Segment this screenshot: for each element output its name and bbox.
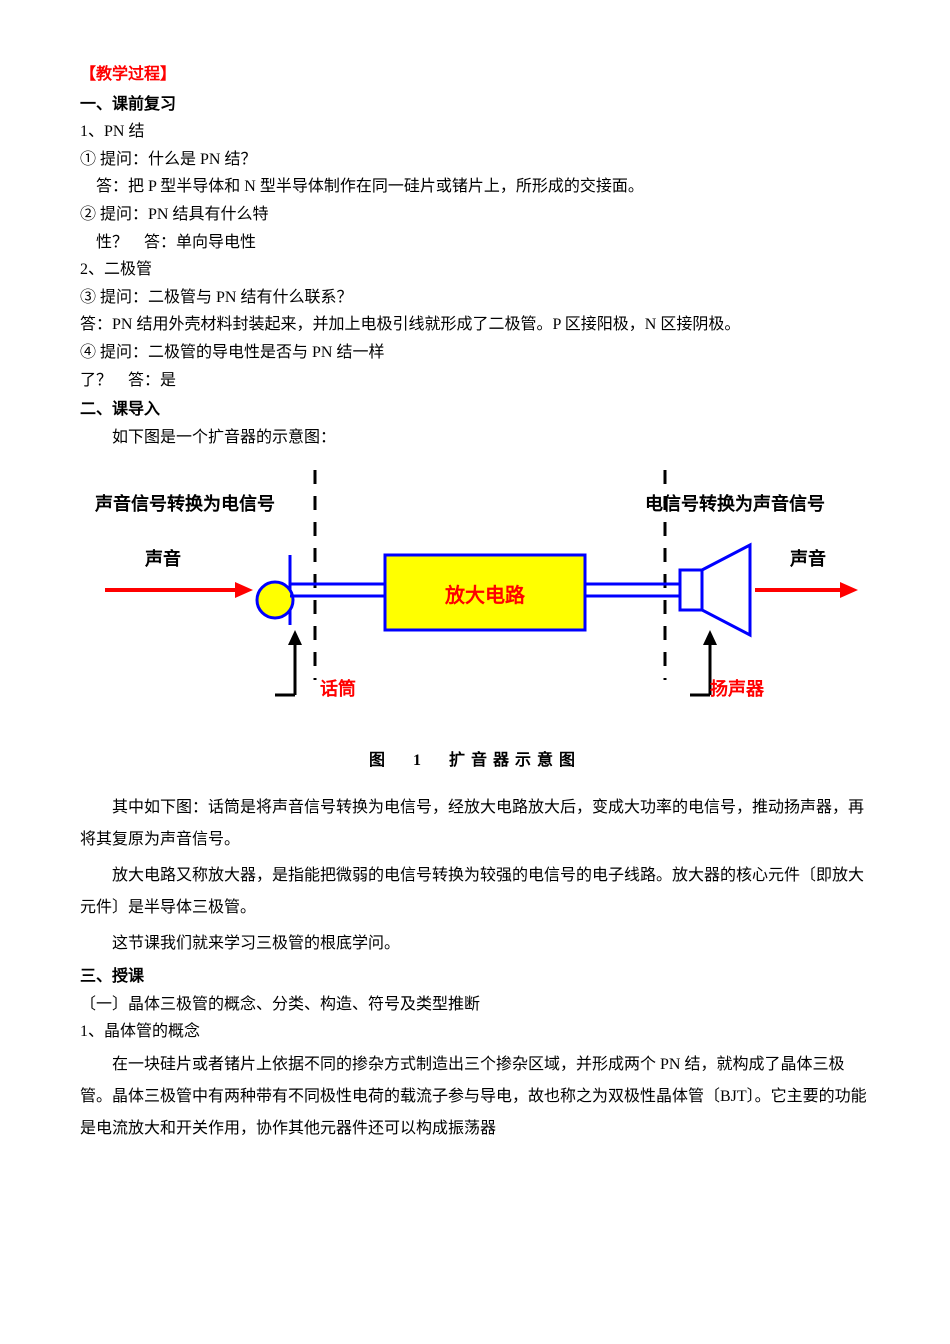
amp-box-label: 放大电路 — [444, 583, 526, 607]
speaker-body — [680, 570, 702, 610]
mic-circle — [257, 582, 293, 618]
item-pn: 1、PN 结 — [80, 119, 870, 145]
q1: ① 提问：什么是 PN 结？ — [80, 147, 870, 173]
q4-line2: 了？ 答：是 — [80, 368, 870, 394]
para1: 其中如下图：话筒是将声音信号转换为电信号，经放大电路放大后，变成大功率的电信号，… — [80, 792, 870, 856]
right-header: 电信号转换为声音信号 — [645, 493, 825, 514]
speaker-label: 扬声器 — [710, 678, 765, 699]
mic-pointer-head — [288, 630, 302, 645]
section2-title: 二、课导入 — [80, 397, 870, 423]
heading-process: 【教学过程】 — [80, 62, 870, 88]
q2-line2: 性？ 答：单向导电性 — [80, 230, 870, 256]
speaker-cone — [702, 545, 750, 635]
a3: 答：PN 结用外壳材料封装起来，并加上电极引线就形成了二极管。P 区接阳极，N … — [80, 312, 870, 338]
q2-line1: ② 提问：PN 结具有什么特 — [80, 202, 870, 228]
q3: ③ 提问：二极管与 PN 结有什么联系？ — [80, 285, 870, 311]
sound-right-label: 声音 — [789, 548, 826, 569]
spk-pointer-head — [703, 630, 717, 645]
figure-caption: 图 1 扩音器示意图 — [80, 748, 870, 774]
sound-left-label: 声音 — [144, 548, 181, 569]
section2-intro: 如下图是一个扩音器的示意图： — [80, 425, 870, 451]
a1: 答：把 P 型半导体和 N 型半导体制作在同一硅片或锗片上，所形成的交接面。 — [80, 174, 870, 200]
diagram-svg: 声音信号转换为电信号 电信号转换为声音信号 声音 放大电路 声音 话筒 扬声器 — [85, 460, 865, 740]
section3-item1: 1、晶体管的概念 — [80, 1019, 870, 1045]
section3-p1: 在一块硅片或者锗片上依据不同的掺杂方式制造出三个掺杂区域，并形成两个 PN 结，… — [80, 1049, 870, 1145]
item-diode: 2、二极管 — [80, 257, 870, 283]
q4-line1: ④ 提问：二极管的导电性是否与 PN 结一样 — [80, 340, 870, 366]
mic-label: 话筒 — [320, 678, 356, 699]
section3-title: 三、授课 — [80, 964, 870, 990]
arrow-left-head — [235, 582, 253, 598]
left-header: 声音信号转换为电信号 — [94, 493, 275, 514]
para2: 放大电路又称放大器，是指能把微弱的电信号转换为较强的电信号的电子线路。放大器的核… — [80, 860, 870, 924]
section3-sub1: 〔一〕晶体三极管的概念、分类、构造、符号及类型推断 — [80, 992, 870, 1018]
arrow-right-head — [840, 582, 858, 598]
amplifier-diagram: 声音信号转换为电信号 电信号转换为声音信号 声音 放大电路 声音 话筒 扬声器 — [85, 460, 865, 740]
section1-title: 一、课前复习 — [80, 92, 870, 118]
para3: 这节课我们就来学习三极管的根底学问。 — [80, 928, 870, 960]
